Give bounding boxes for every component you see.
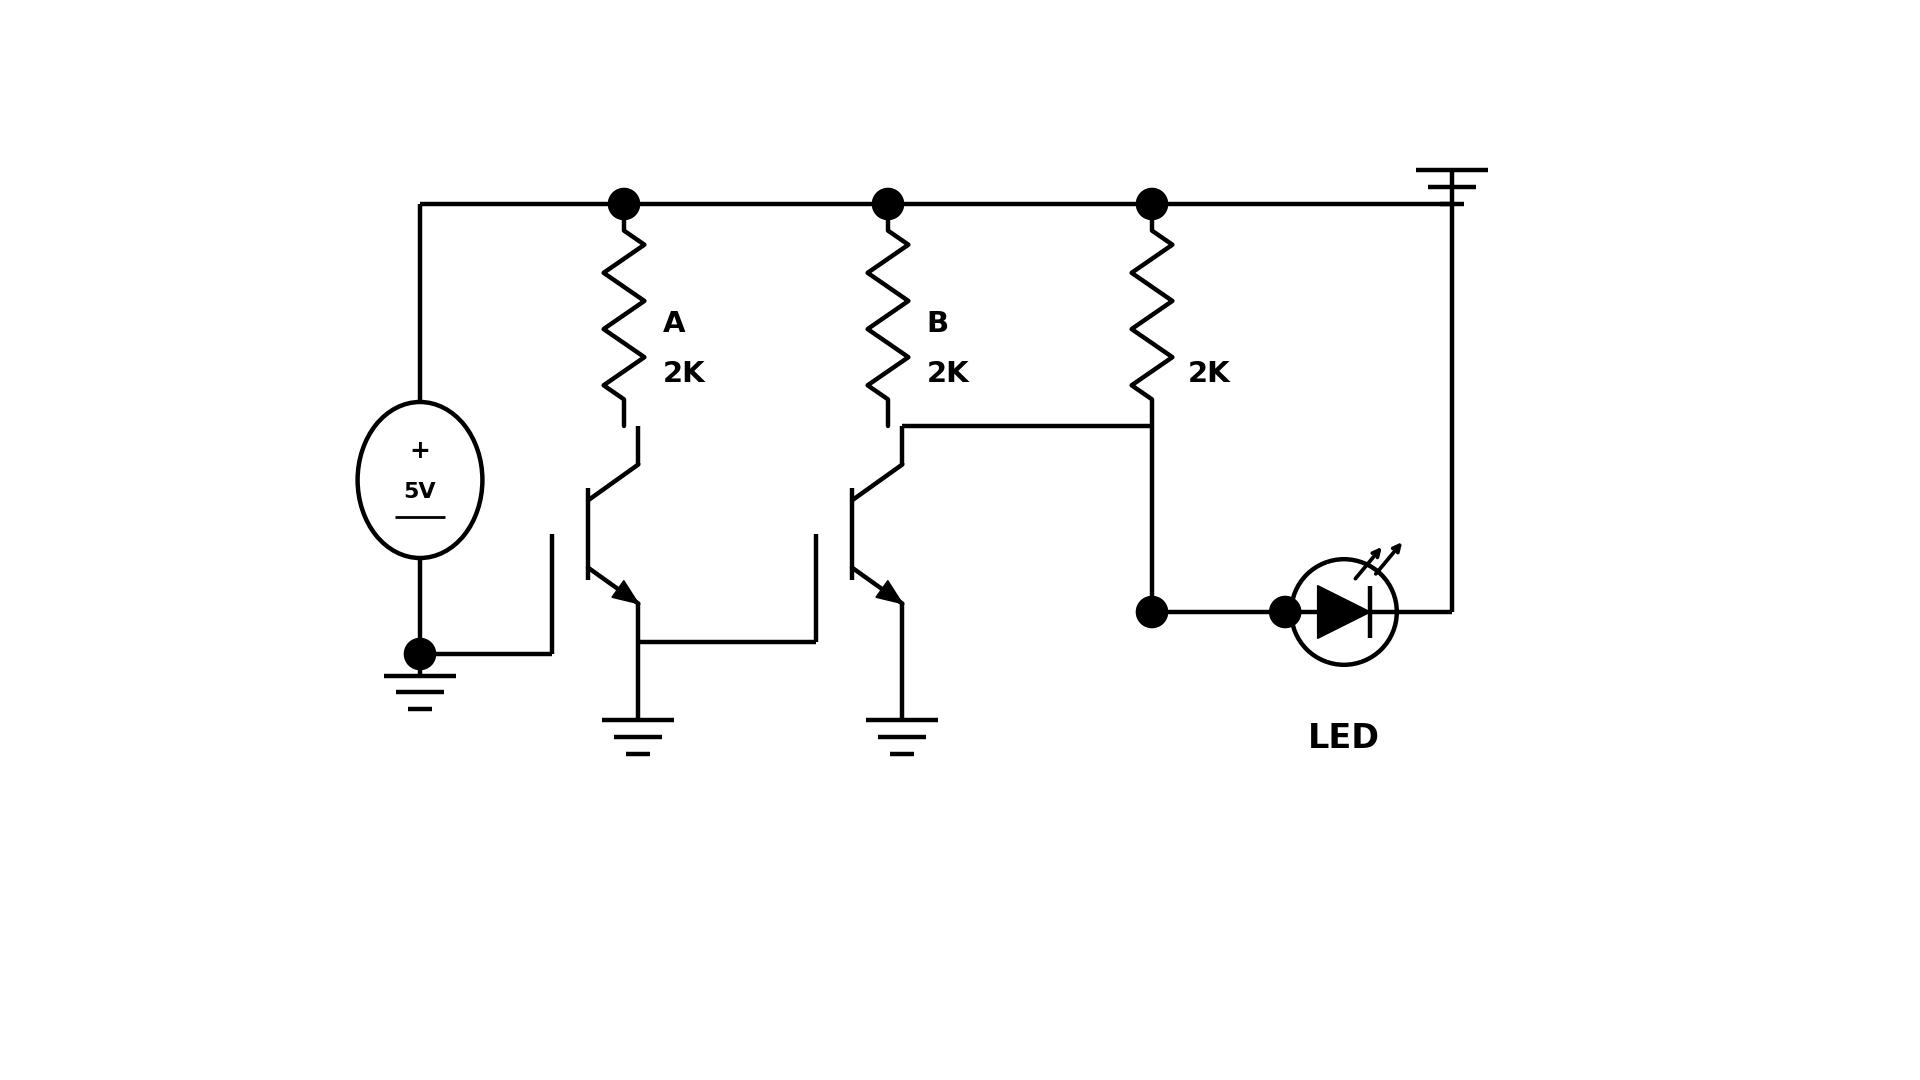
Circle shape	[1137, 596, 1167, 627]
Text: B: B	[927, 310, 948, 338]
Text: LED: LED	[1308, 721, 1380, 755]
Polygon shape	[612, 581, 637, 604]
Polygon shape	[876, 581, 902, 604]
Circle shape	[609, 188, 639, 219]
Text: A: A	[662, 310, 685, 338]
Circle shape	[405, 638, 436, 670]
Circle shape	[1269, 596, 1300, 627]
Text: 5V: 5V	[403, 482, 436, 502]
Circle shape	[872, 188, 904, 219]
Circle shape	[1137, 188, 1167, 219]
Text: +: +	[409, 440, 430, 463]
Polygon shape	[1317, 585, 1371, 638]
Text: 2K: 2K	[927, 361, 970, 389]
Text: 2K: 2K	[662, 361, 705, 389]
Text: 2K: 2K	[1188, 361, 1231, 389]
